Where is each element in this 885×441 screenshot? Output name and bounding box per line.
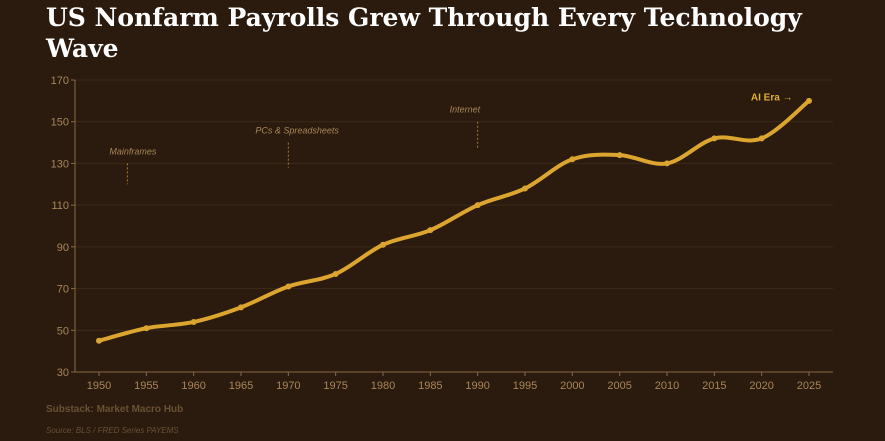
x-tick-label: 2010 [655,380,679,392]
x-tick-label: 2000 [560,380,584,392]
x-tick-label: 1950 [87,380,111,392]
annotation-label: PCs & Spreadsheets [255,126,339,136]
data-point [285,283,292,290]
x-tick-label: 1985 [418,380,442,392]
series-line [97,98,811,343]
annotation-label: Mainframes [109,146,157,156]
y-tick-label: 50 [57,325,69,337]
y-tick-label: 110 [51,200,69,212]
x-tick-label: 2005 [607,380,631,392]
data-point [569,156,576,163]
data-point [664,160,670,167]
data-point [522,185,528,192]
x-tick-label: 1980 [371,380,395,392]
data-point [427,227,434,234]
x-tick-label: 2015 [702,380,726,392]
data-point [143,325,150,332]
x-tick-label: 1995 [513,380,537,392]
annotation-label-ai-era: AI Era → [751,93,793,104]
x-tick-label: 1975 [323,380,347,392]
data-point [474,202,481,209]
y-tick-label: 170 [51,75,69,87]
y-tick-label: 30 [57,367,69,379]
x-tick-label: 1970 [276,380,300,392]
footer-credit: Substack: Market Macro Hub [46,404,184,415]
y-tick-label: 150 [51,117,69,129]
x-tick-label: 2020 [749,380,773,392]
x-tick-label: 1990 [465,380,489,392]
x-tick-label: 1960 [181,380,205,392]
y-tick-label: 70 [57,284,69,296]
x-tick-label: 1965 [229,380,253,392]
x-tick-label: 2025 [797,380,821,392]
y-tick-label: 130 [51,158,69,170]
data-point [332,270,339,277]
data-point [238,304,244,311]
data-point [711,135,718,142]
data-point [96,337,102,344]
annotation-label: Internet [450,105,481,115]
chart-title: US Nonfarm Payrolls Grew Through Every T… [46,3,802,63]
footer-source: Source: BLS / FRED Series PAYEMS [46,426,179,435]
x-tick-label: 1955 [134,380,158,392]
y-tick-label: 90 [57,242,69,254]
data-point [616,152,623,159]
data-point [190,318,197,325]
data-point [380,241,386,248]
data-point [758,135,765,142]
data-point [806,97,812,104]
